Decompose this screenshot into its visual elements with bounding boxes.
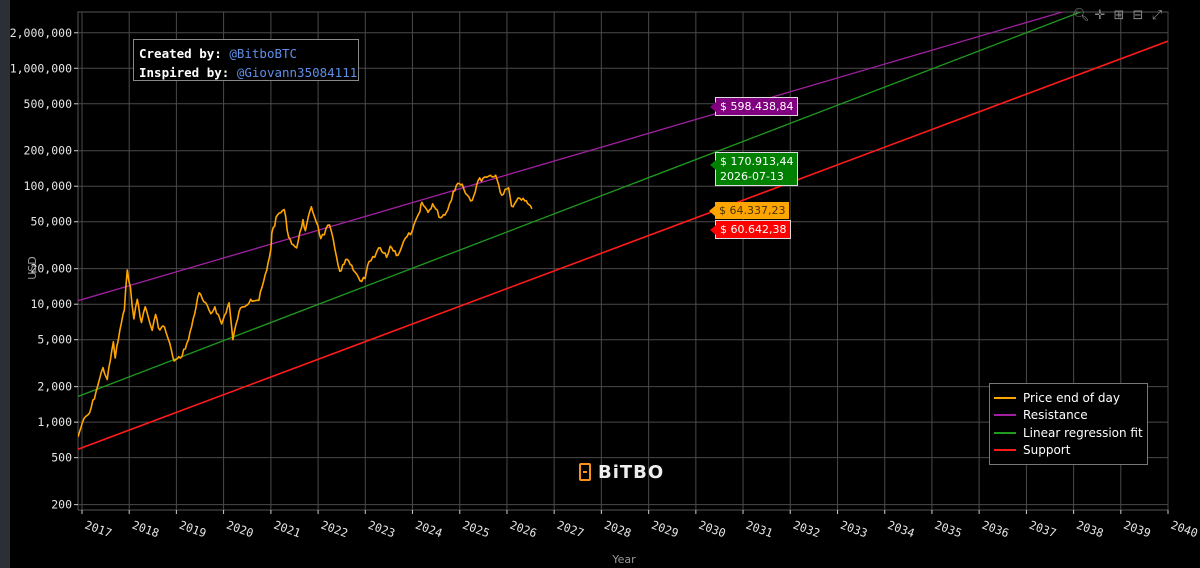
y-tick-label: 1,000 (37, 415, 72, 429)
zoom-out-icon[interactable]: ⊟ (1132, 8, 1144, 23)
pan-icon[interactable]: ✛ (1094, 8, 1106, 23)
y-tick-label: 20,000 (30, 262, 72, 276)
brand-name: BiTBO (598, 461, 665, 483)
y-tick-label: 1,000,000 (10, 61, 72, 75)
inspired-by-link[interactable]: @Giovann35084111 (236, 65, 358, 80)
y-tick-label: 2,000 (37, 380, 72, 394)
y-tick-label: 500 (51, 451, 72, 465)
legend-swatch (994, 396, 1016, 399)
price-line[interactable] (78, 174, 533, 438)
support-value-tag: $ 60.642,38 (709, 220, 792, 239)
resistance-value-tag: $ 598.438,84 (709, 97, 799, 116)
grid (77, 11, 1169, 511)
zoom-icon[interactable]: 🔍︎ (1073, 8, 1090, 23)
y-tick-label: 2,000,000 (10, 26, 72, 40)
resistance-line[interactable] (78, 4, 1089, 302)
legend-swatch (994, 431, 1016, 434)
y-tick-label: 100,000 (24, 179, 73, 193)
legend-swatch (994, 414, 1016, 417)
y-axis: 200 500 1,000 2,000 5,000 10,000 20,000 50,000 1… (10, 26, 78, 512)
zoom-in-icon[interactable]: ⊞ (1113, 8, 1125, 23)
legend-item-support[interactable]: Support (994, 442, 1147, 460)
inspired-by-label: Inspired by: (139, 65, 230, 80)
y-tick-label: 5,000 (37, 333, 72, 347)
y-tick-label: 10,000 (30, 297, 72, 311)
chart-background (10, 0, 1200, 568)
legend: Price end of day Resistance Linear regre… (989, 383, 1148, 465)
modebar: 🔍︎ ✛ ⊞ ⊟ ⤢ (1073, 8, 1165, 24)
autoscale-icon[interactable]: ⤢ (1151, 8, 1163, 23)
legend-item-resistance[interactable]: Resistance (994, 407, 1147, 425)
frame-edge (0, 0, 10, 568)
legend-swatch (994, 449, 1016, 452)
y-tick-label: 500,000 (24, 97, 73, 111)
regression-value-tag: $ 170.913,44 2026-07-13 (709, 152, 799, 186)
legend-label: Support (1023, 443, 1071, 458)
x-axis-title: Year (611, 553, 636, 566)
regression-line[interactable] (78, 9, 1089, 398)
support-line[interactable] (78, 40, 1168, 450)
y-tick-label: 50,000 (30, 215, 72, 229)
regression-date: 2026-07-13 (720, 170, 784, 183)
legend-label: Price end of day (1023, 390, 1120, 405)
regression-value: $ 170.913,44 (720, 155, 794, 168)
legend-item-price[interactable]: Price end of day (994, 389, 1147, 407)
legend-label: Linear regression fit (1023, 425, 1143, 440)
y-axis-title: USD (26, 256, 39, 280)
created-by-link[interactable]: @BitboBTC (229, 46, 298, 61)
bitbo-logo-icon (579, 463, 591, 481)
bitbo-logo: BiTBO (579, 460, 664, 484)
price-value-tag: $ 64.337,23 (708, 202, 790, 219)
created-by-label: Created by: (139, 46, 222, 61)
credits-box: Created by: @BitboBTC Inspired by: @Giov… (133, 39, 359, 81)
series-lines (78, 4, 1168, 450)
y-tick-label: 200 (51, 498, 72, 512)
legend-item-regression[interactable]: Linear regression fit (994, 424, 1147, 442)
y-tick-label: 200,000 (24, 144, 73, 158)
legend-label: Resistance (1023, 408, 1088, 423)
